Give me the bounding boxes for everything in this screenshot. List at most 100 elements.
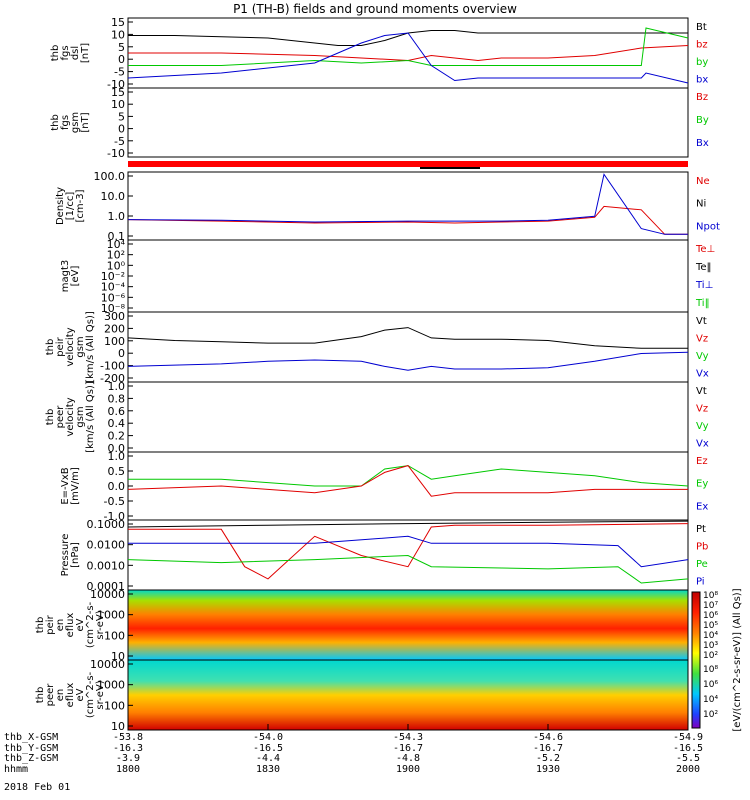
series-pressure-Pt (127, 520, 689, 528)
y-tick-label: 0.0 (108, 442, 126, 455)
legend-Vz: Vz (696, 404, 708, 415)
ephemeris-column: -54.3 -16.7 -4.8 1900 (392, 732, 424, 775)
y-tick-label: 0.4 (108, 417, 126, 430)
y-tick-label: 1.0 (108, 380, 126, 393)
svg-text:[nT]: [nT] (80, 112, 91, 132)
y-tick-label: -5 (114, 66, 125, 79)
svg-text:thb: thb (50, 114, 61, 131)
legend-Pi: Pi (696, 577, 705, 588)
series-pressure-Pb (128, 523, 689, 580)
y-tick-label: 5 (118, 41, 125, 54)
legend-Vt: Vt (696, 386, 707, 397)
svg-text:peir: peir (45, 614, 56, 634)
series-fgs_dsl-bz (128, 45, 689, 62)
quality-flag-bar (128, 161, 688, 167)
ephemeris-column: -54.0 -16.5 -4.4 1830 (252, 732, 284, 775)
y-tick-label: 5 (118, 110, 125, 123)
legend-Ti‖: Ti‖ (695, 298, 710, 309)
series-fgs_dsl-bx (127, 32, 689, 84)
y-tick-label: 0.0001 (87, 580, 126, 593)
y-tick-label: 10 (111, 650, 125, 663)
series-density-Npot (127, 173, 688, 235)
legend-Ey: Ey (696, 479, 708, 490)
legend-by: by (696, 57, 708, 68)
y-axis-label: thb peer en eflux eV (cm^2-s-sr-eV) (35, 671, 106, 718)
colorbar-tick: 10⁴ (703, 695, 718, 705)
svg-text:(cm^2-s-: (cm^2-s- (85, 601, 96, 648)
svg-text:magt3: magt3 (60, 260, 71, 293)
svg-text:Density: Density (55, 187, 66, 225)
colorbar-tick: 10⁶ (703, 611, 718, 621)
y-tick-label: 100 (104, 335, 125, 348)
panel-frame (127, 87, 689, 158)
legend-Ti⊥: Ti⊥ (695, 280, 713, 291)
svg-text:E=-VxB: E=-VxB (60, 467, 71, 504)
legend-Ez: Ez (696, 456, 708, 467)
y-tick-label: 0.1000 (87, 518, 126, 531)
y-tick-label: 300 (104, 310, 125, 323)
svg-text:thb: thb (45, 409, 56, 426)
legend-Vy: Vy (696, 421, 709, 432)
y-tick-label: 200 (104, 322, 125, 335)
svg-text:dsl: dsl (70, 46, 81, 60)
y-tick-label: 100.0 (94, 170, 126, 183)
svg-text:(cm^2-s-: (cm^2-s- (85, 671, 96, 718)
y-tick-label: 10⁻⁴ (101, 281, 126, 294)
svg-text:Pressure: Pressure (60, 534, 71, 577)
y-tick-label: 1.0 (108, 450, 126, 463)
svg-text:[1/cc]: [1/cc] (65, 192, 76, 221)
panel-peer_eflux: 10000 1000 100 10 thb peer en eflux eV (cm^2-s-sr… (35, 658, 689, 733)
series-peir_vel-Vx (127, 351, 689, 371)
y-tick-label: 10⁰ (107, 259, 126, 272)
y-tick-label: 0.0010 (87, 559, 126, 572)
svg-text:gsm: gsm (70, 112, 81, 133)
panel-peir_eflux: 10000 1000 100 10 thb peir en eflux eV (cm^2-s-sr… (35, 588, 689, 663)
svg-text:thb: thb (35, 617, 46, 634)
svg-text:thb: thb (35, 687, 46, 704)
y-tick-label: 0.5 (108, 465, 126, 478)
legend-By: By (696, 115, 709, 126)
svg-text:gsm: gsm (75, 336, 86, 357)
series-pressure-Pe (127, 554, 689, 584)
svg-text:en: en (55, 619, 66, 632)
ephemeris-column: -53.8 -16.3 -3.9 1800 (112, 732, 144, 775)
date-label: 2018 Feb 01 (4, 782, 71, 793)
series-pressure-Pi (128, 535, 689, 568)
y-tick-label: -10 (107, 78, 125, 91)
y-tick-label: 10 (111, 28, 125, 41)
y-tick-label: 10 (111, 720, 125, 733)
legend-Pb: Pb (696, 542, 708, 553)
y-tick-label: 100 (104, 699, 125, 712)
svg-text:peir: peir (55, 336, 66, 356)
panel-frame (127, 239, 689, 313)
y-tick-label: 0 (118, 347, 125, 360)
panel-pressure: 0.1000 0.0100 0.0010 0.0001 Pressure [nPa] Pt P… (60, 518, 708, 593)
panel-frame (127, 381, 689, 453)
panel-efield: 1.0 0.5 0.0 -0.5 -1.0 E=-VxB [mV/m] Ez Ey Ex (60, 450, 708, 523)
y-tick-label: 15 (111, 16, 125, 29)
y-tick-label: 10 (111, 98, 125, 111)
colorbar-tick: 10⁴ (703, 631, 718, 641)
colorbar-tick: 10³ (703, 641, 718, 651)
y-tick-label: 100 (104, 629, 125, 642)
y-tick-label: -100 (100, 360, 125, 373)
legend-Ex: Ex (696, 501, 708, 512)
svg-text:[km/s (All Qs)]: [km/s (All Qs)] (85, 381, 96, 453)
y-tick-label: 10⁻⁶ (101, 291, 126, 304)
legend-Te⊥: Te⊥ (695, 244, 715, 255)
y-tick-label: 0 (118, 123, 125, 136)
y-tick-label: 10² (107, 249, 125, 262)
y-tick-label: 0 (118, 53, 125, 66)
svg-text:[eV]: [eV] (70, 266, 81, 287)
series-peir_vel-Vt (127, 327, 688, 349)
svg-text:sr-eV): sr-eV) (95, 610, 106, 639)
series-efield-Ey (128, 465, 689, 487)
y-axis-label: thb peir en eflux eV (cm^2-s-sr-eV) (35, 601, 106, 648)
svg-text:fgs: fgs (60, 45, 71, 60)
svg-text:eV: eV (75, 618, 86, 631)
legend-Ne: Ne (696, 176, 710, 187)
